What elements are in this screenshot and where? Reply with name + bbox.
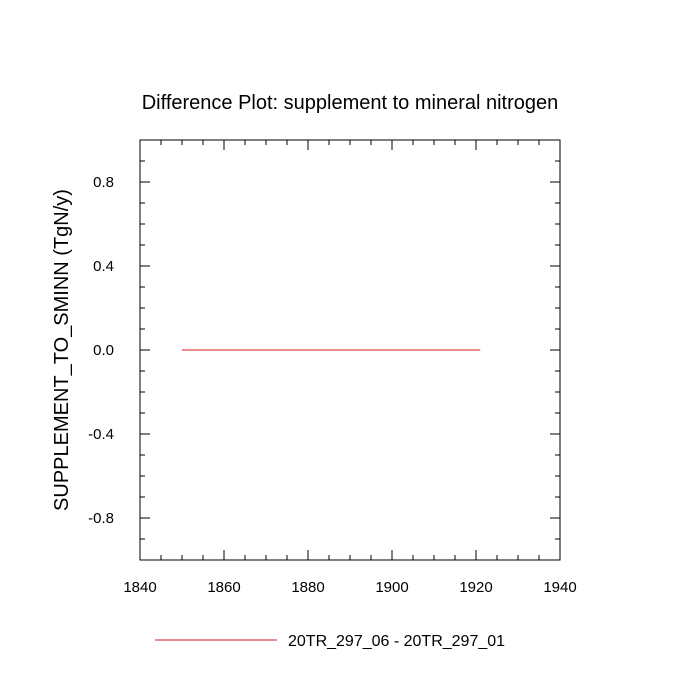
legend: 20TR_297_06 - 20TR_297_01 bbox=[155, 633, 505, 650]
y-tick-label: -0.4 bbox=[88, 426, 114, 443]
legend-label: 20TR_297_06 - 20TR_297_01 bbox=[288, 633, 505, 650]
axis-ticks bbox=[139, 140, 561, 560]
x-tick-label: 1880 bbox=[291, 579, 324, 596]
x-tick-labels: 1840 1860 1880 1900 1920 1940 bbox=[123, 579, 576, 596]
y-tick-label: 0.8 bbox=[93, 174, 114, 191]
x-tick-label: 1920 bbox=[459, 579, 492, 596]
x-tick-label: 1940 bbox=[543, 579, 576, 596]
y-tick-label: -0.8 bbox=[88, 510, 114, 527]
chart-title: Difference Plot: supplement to mineral n… bbox=[142, 92, 559, 114]
y-tick-label: 0.4 bbox=[93, 258, 114, 275]
y-tick-label: 0.0 bbox=[93, 342, 114, 359]
x-tick-label: 1860 bbox=[207, 579, 240, 596]
y-axis-label-group: SUPPLEMENT_TO_SMINN (TgN/y) bbox=[51, 189, 73, 511]
x-tick-label: 1900 bbox=[375, 579, 408, 596]
y-axis-label: SUPPLEMENT_TO_SMINN (TgN/y) bbox=[51, 189, 73, 511]
y-tick-labels: -0.8 -0.4 0.0 0.4 0.8 bbox=[88, 174, 114, 527]
x-tick-label: 1840 bbox=[123, 579, 156, 596]
